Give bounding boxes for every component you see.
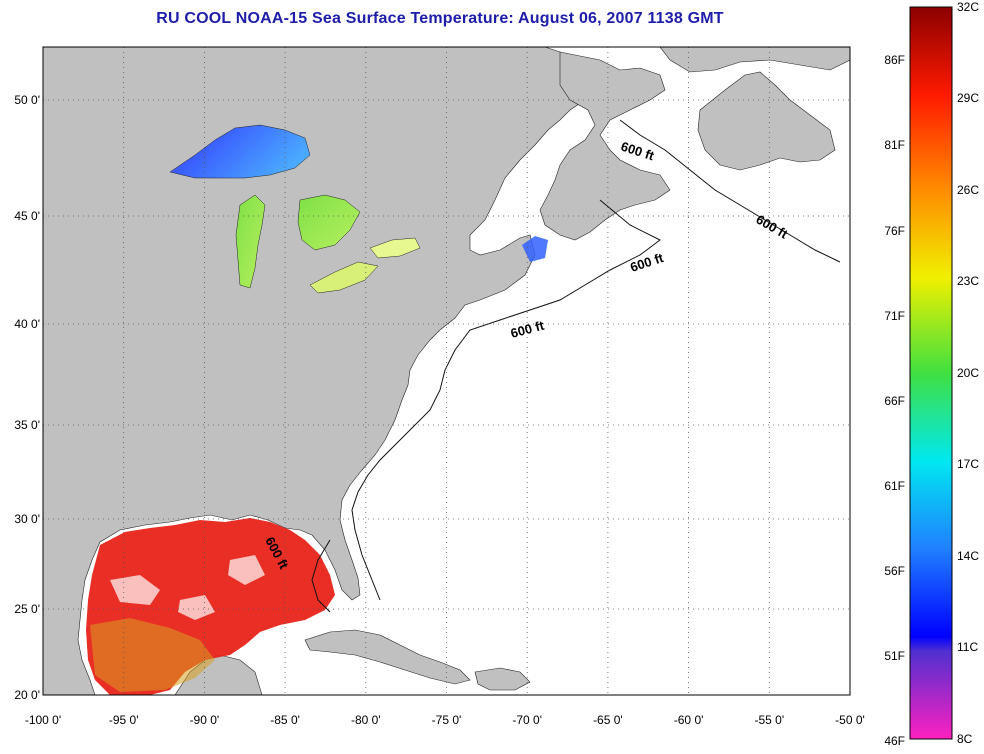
map-title: RU COOL NOAA-15 Sea Surface Temperature:… — [156, 10, 724, 27]
y-tick-label: 20 0' — [14, 688, 40, 702]
gulf-of-maine-sst — [522, 236, 548, 262]
y-tick-label: 45 0' — [14, 209, 40, 223]
x-tick-label: -95 0' — [109, 713, 139, 727]
x-tick-label: -65 0' — [593, 713, 623, 727]
land-labrador — [659, 47, 850, 73]
y-tick-label: 40 0' — [14, 317, 40, 331]
lake-superior — [169, 124, 311, 179]
x-tick-label: -80 0' — [351, 713, 381, 727]
land-hispaniola — [474, 667, 531, 691]
x-tick-label: -60 0' — [674, 713, 704, 727]
y-tick-label: 50 0' — [14, 93, 40, 107]
lake-huron — [297, 194, 361, 251]
y-tick-label: 25 0' — [14, 602, 40, 616]
x-axis: -100 0' -95 0' -90 0' -85 0' -80 0' -75 … — [25, 713, 865, 727]
lake-michigan — [235, 194, 266, 289]
gulf-sst-warm-patch — [90, 618, 215, 692]
grid-lines — [43, 47, 850, 695]
x-tick-label: -70 0' — [512, 713, 542, 727]
x-tick-label: -100 0' — [25, 713, 61, 727]
land-north-america — [43, 47, 596, 695]
lake-erie — [309, 261, 379, 294]
gulf-cloud-speckle — [110, 555, 265, 620]
plot-frame — [42, 46, 851, 696]
y-axis: 50 0' 45 0' 40 0' 35 0' 30 0' 25 0' 20 0… — [14, 93, 40, 702]
x-tick-label: -85 0' — [270, 713, 300, 727]
x-tick-label: -90 0' — [190, 713, 220, 727]
x-tick-label: -50 0' — [835, 713, 865, 727]
x-tick-label: -55 0' — [754, 713, 784, 727]
land-cuba — [304, 629, 471, 685]
land-newfoundland — [697, 71, 836, 171]
isobath-600ft — [311, 119, 841, 613]
lake-ontario — [369, 237, 421, 259]
x-tick-label: -75 0' — [432, 713, 462, 727]
y-tick-label: 30 0' — [14, 512, 40, 526]
land-maritimes — [539, 51, 671, 241]
y-tick-label: 35 0' — [14, 418, 40, 432]
